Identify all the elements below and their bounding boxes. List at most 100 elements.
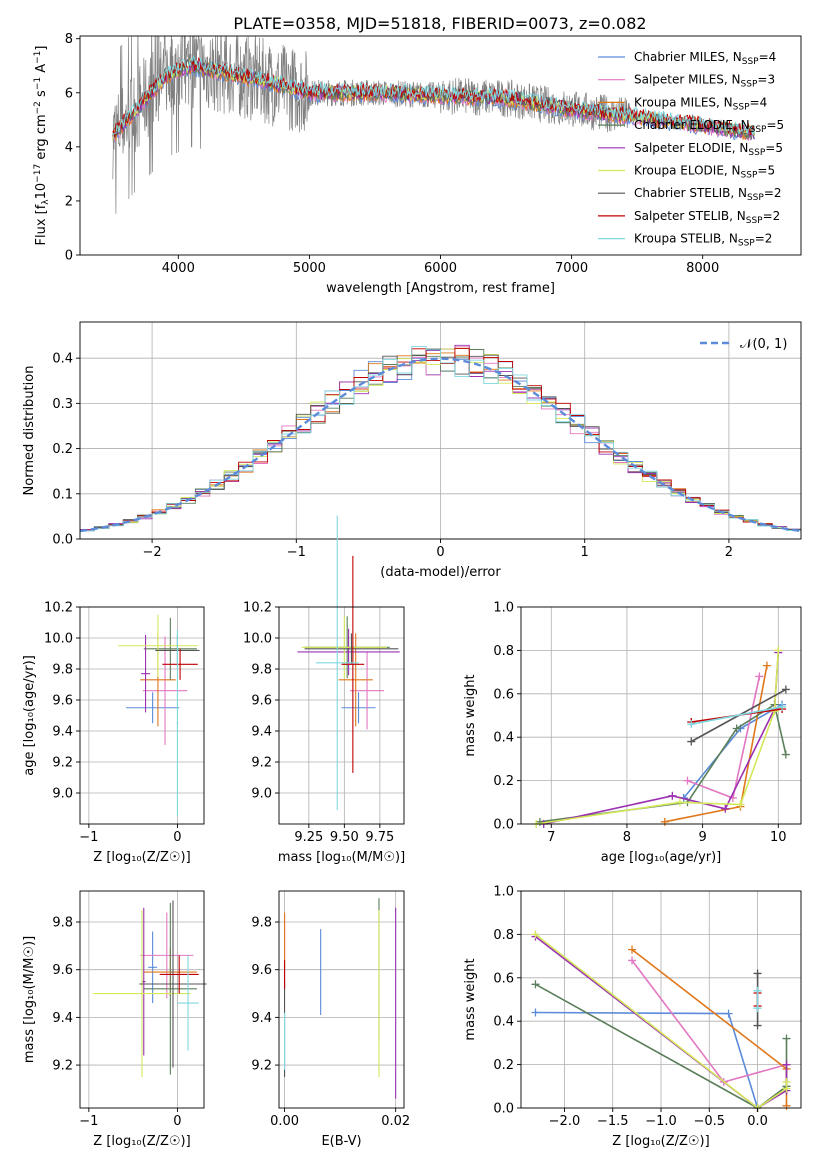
x-tick-label: 1 [581, 545, 589, 560]
legend-subscript: SSP [733, 102, 750, 112]
y-tick-label: 10.2 [243, 601, 272, 616]
y-tick-label: 0.0 [52, 533, 73, 548]
x-tick-label: −1.5 [597, 1114, 629, 1129]
y-tick-label: 8 [65, 32, 73, 47]
legend-text: Chabrier ELODIE, N [634, 118, 750, 132]
data-marker [675, 798, 684, 807]
y-tick-label: 4 [65, 140, 73, 155]
y-label-part: −1 [33, 77, 43, 90]
spectrum-panel: 4000 5000 6000 7000 8000 0 2 4 6 8 wavelength [Ang… [33, 32, 802, 296]
y-label-part: 10 [34, 183, 49, 200]
legend-text: Salpeter ELODIE, N [634, 141, 748, 155]
y-tick-label: 9.8 [52, 916, 73, 931]
legend-suffix: =5 [766, 118, 784, 132]
x-tick-label: 0.02 [381, 1114, 410, 1129]
data-marker [660, 817, 669, 826]
mass-vs-metallicity-panel: −1 0 9.2 9.4 9.6 9.8 Z [log₁₀(Z/Z☉)] mass [log₁… [22, 890, 207, 1149]
data-marker [531, 1008, 540, 1017]
x-tick-label: −1 [287, 545, 306, 560]
x-tick-label: 2 [725, 545, 733, 560]
legend-entry: Salpeter STELIB, NSSP=2 [634, 209, 780, 226]
y-tick-label: 10.0 [243, 632, 272, 647]
y-tick-label: 6 [65, 86, 73, 101]
x-axis-label: wavelength [Angstrom, rest frame] [326, 281, 555, 296]
x-tick-label: 9.50 [330, 830, 359, 845]
histogram-plot-area [80, 344, 801, 534]
y-label-part: −2 [33, 101, 43, 114]
x-tick-label: 6000 [424, 261, 457, 276]
age-vs-metallicity-panel: −1 0 9.0 9.2 9.4 9.6 9.8 10.0 10.2 Z [log₁₀(Z/Z☉)… [22, 601, 205, 865]
y-tick-label: 9.8 [251, 916, 272, 931]
y-tick-label: 9.6 [52, 963, 73, 978]
y-tick-label: 9.4 [52, 725, 73, 740]
legend-text: Chabrier MILES, N [634, 50, 742, 64]
legend-subscript: SSP [741, 171, 758, 181]
axes-frame [79, 606, 205, 825]
data-marker [687, 737, 696, 746]
model-spectrum-line [112, 56, 755, 138]
axes-frame [278, 890, 405, 1109]
y-tick-label: 9.4 [251, 1011, 272, 1026]
y-tick-label: 9.4 [251, 725, 272, 740]
model-spectrum-line [112, 57, 756, 137]
y-tick-label: 2 [65, 194, 73, 209]
y-axis-label: age [log₁₀(age/yr)] [22, 655, 37, 776]
spectrum-plot-area [112, 36, 756, 214]
y-tick-label: 0.1 [52, 487, 73, 502]
legend-text: Kroupa MILES, N [634, 95, 733, 109]
y-axis-label: Flux [fλ10−17 erg cm−2 s−1 A−1] [33, 46, 51, 246]
y-tick-label: 9.4 [52, 1011, 73, 1026]
data-marker [781, 685, 790, 694]
data-marker [782, 1101, 791, 1110]
legend-entry: Chabrier ELODIE, NSSP=5 [634, 118, 784, 135]
x-tick-label: 4000 [162, 261, 195, 276]
y-tick-label: 9.0 [251, 787, 272, 802]
data-marker [753, 1004, 762, 1013]
legend-subscript: SSP [738, 239, 755, 249]
mass-weight-line [535, 1011, 759, 1109]
x-tick-label: −1 [79, 830, 98, 845]
data-marker [531, 930, 540, 939]
y-label-part: erg cm [34, 114, 49, 163]
legend-suffix: =5 [765, 141, 783, 155]
data-marker [782, 1077, 791, 1086]
data-marker [628, 956, 637, 965]
x-axis-label: Z [log₁₀(Z/Z☉)] [93, 1134, 190, 1149]
y-tick-label: 9.6 [251, 963, 272, 978]
y-label-part: Flux [f [34, 204, 49, 245]
x-axis-label: E(B-V) [321, 1134, 361, 1149]
y-tick-label: 0.2 [493, 1058, 514, 1073]
y-axis-label: mass weight [463, 674, 478, 756]
x-tick-label: 0 [436, 545, 444, 560]
legend-subscript: SSP [742, 57, 759, 67]
massweight-vs-metallicity-panel: −2.0 −1.5 −1.0 −0.5 0.0 0.0 0.2 0.4 0.6 0.8 1.0 Z [… [463, 885, 802, 1149]
axes-frame [520, 606, 802, 825]
x-tick-label: 0.0 [747, 1114, 768, 1129]
y-tick-label: 0.8 [493, 644, 514, 659]
data-marker [724, 1009, 733, 1018]
data-marker [753, 986, 762, 995]
model-spectrum-line [112, 58, 755, 140]
y-label-part: −1 [33, 51, 43, 64]
data-marker [781, 750, 790, 759]
data-marker [531, 980, 540, 989]
data-marker [732, 724, 741, 733]
data-marker [628, 945, 637, 954]
y-tick-label: 9.0 [52, 787, 73, 802]
y-label-part: s [34, 90, 49, 101]
legend-subscript: SSP [748, 148, 765, 158]
mass-vs-reddening-panel: 0.00 0.02 9.2 9.4 9.6 9.8 E(B-V) [251, 890, 410, 1149]
y-tick-label: 0.4 [493, 731, 514, 746]
legend-entry: Kroupa ELODIE, NSSP=5 [634, 164, 775, 181]
y-tick-label: 0.4 [493, 1015, 514, 1030]
data-marker [753, 969, 762, 978]
observed-spectrum-line [112, 36, 631, 214]
data-marker [668, 791, 677, 800]
legend-entry: 𝒩(0, 1) [740, 337, 787, 352]
data-marker [721, 804, 730, 813]
age-vs-mass-panel: 9.25 9.50 9.75 9.0 9.2 9.4 9.6 9.8 10.0 10.2 mass … [243, 515, 405, 865]
x-tick-label: −2 [143, 545, 162, 560]
y-tick-label: 9.2 [251, 1059, 272, 1074]
legend-entry: Kroupa MILES, NSSP=4 [634, 95, 767, 112]
legend-suffix: =5 [757, 164, 775, 178]
